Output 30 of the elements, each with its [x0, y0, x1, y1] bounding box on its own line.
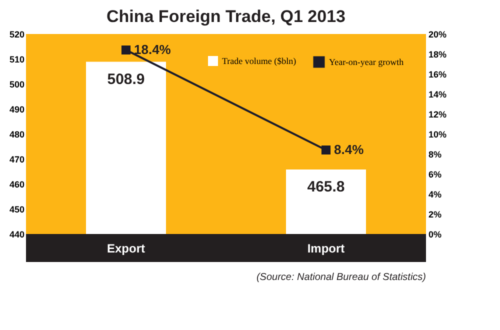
y2-tick-label: 18%: [428, 50, 447, 60]
legend-label: Trade volume ($bln): [222, 56, 296, 66]
data-label: 465.8: [307, 178, 345, 196]
data-label: 8.4%: [334, 142, 364, 157]
y2-tick-label: 0%: [428, 230, 442, 240]
y-tick-label: 510: [9, 54, 24, 64]
y2-tick-label: 2%: [428, 210, 442, 220]
y2-tick-label: 8%: [428, 150, 442, 160]
y2-tick-label: 20%: [428, 30, 447, 40]
y-tick-label: 470: [9, 154, 24, 164]
y2-tick-label: 4%: [428, 190, 442, 200]
legend-label: Year-on-year growth: [329, 57, 404, 67]
y-tick-label: 520: [9, 30, 24, 40]
chart-title: China Foreign Trade, Q1 2013: [106, 7, 346, 26]
y-tick-label: 480: [9, 130, 24, 140]
data-label: 508.9: [107, 70, 145, 88]
y-tick-label: 460: [9, 180, 24, 190]
y-tick-label: 490: [9, 104, 24, 114]
x-tick-label: Import: [307, 242, 345, 256]
x-tick-label: Export: [106, 242, 146, 256]
y-tick-label: 450: [9, 204, 24, 214]
text: (Source: National Bureau of Statistics): [256, 272, 426, 283]
y-tick-label: 500: [9, 80, 24, 90]
y2-tick-label: 14%: [428, 90, 447, 100]
y2-tick-label: 12%: [428, 110, 447, 120]
y2-tick-label: 6%: [428, 170, 442, 180]
y-tick-label: 440: [9, 230, 24, 240]
y2-tick-label: 10%: [428, 130, 447, 140]
data-label: 18.4%: [134, 42, 172, 57]
y2-tick-label: 16%: [428, 70, 447, 80]
